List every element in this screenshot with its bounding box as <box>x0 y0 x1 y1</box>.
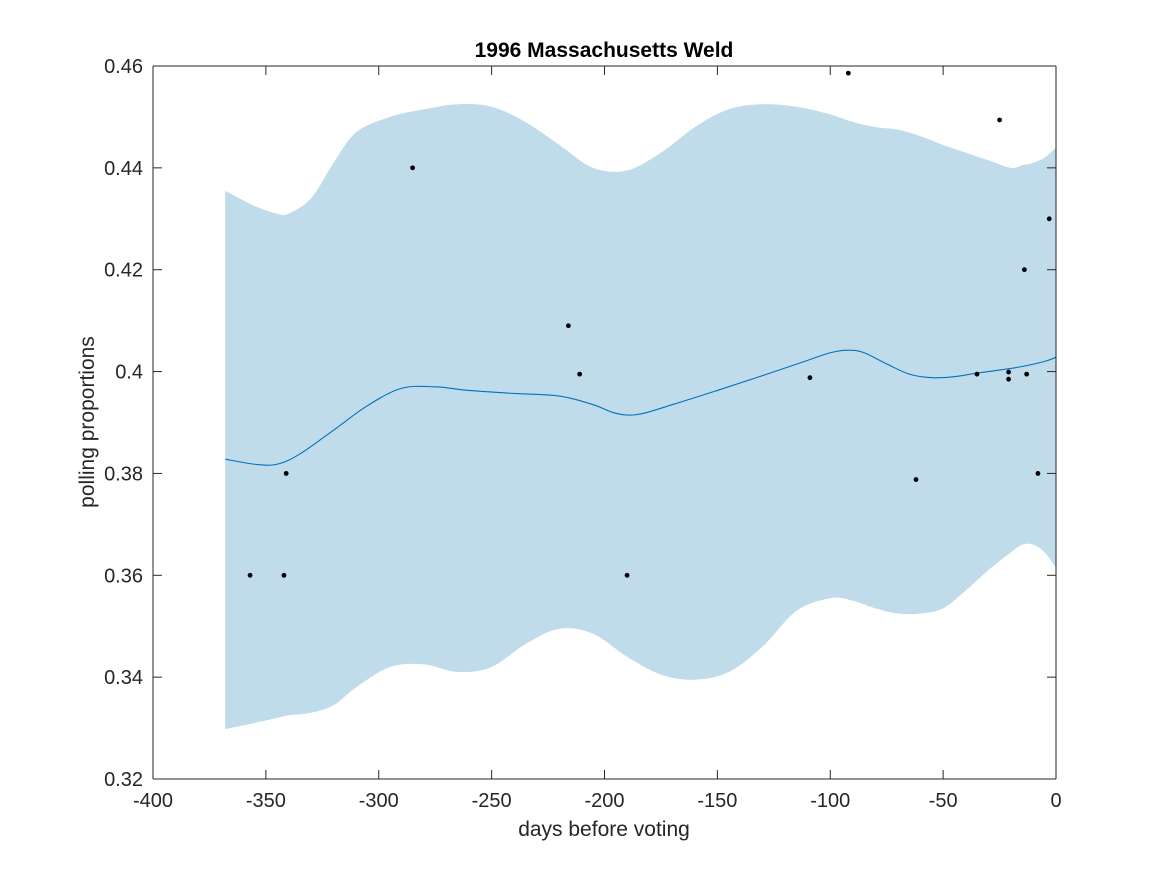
poll-point <box>975 372 980 377</box>
y-tick-label: 0.32 <box>104 769 143 791</box>
y-tick-label: 0.46 <box>104 56 143 78</box>
poll-point <box>914 477 919 482</box>
poll-point <box>248 573 253 578</box>
poll-point <box>284 471 289 476</box>
poll-point <box>1047 216 1052 221</box>
y-tick-label: 0.34 <box>104 667 143 689</box>
poll-point <box>1022 267 1027 272</box>
y-tick-label: 0.4 <box>115 362 143 384</box>
poll-point <box>1006 370 1011 375</box>
x-tick-label: -100 <box>810 790 850 812</box>
x-tick-label: -400 <box>133 790 173 812</box>
x-tick-label: -350 <box>246 790 286 812</box>
poll-point <box>1006 377 1011 382</box>
poll-point <box>282 573 287 578</box>
x-tick-label: -50 <box>929 790 958 812</box>
poll-point <box>1024 372 1029 377</box>
poll-point <box>577 372 582 377</box>
x-tick-label: -200 <box>584 790 624 812</box>
x-tick-label: 0 <box>1050 790 1061 812</box>
y-tick-label: 0.36 <box>104 565 143 587</box>
y-tick-label: 0.44 <box>104 158 143 180</box>
x-axis-label: days before voting <box>518 818 690 841</box>
poll-point <box>808 375 813 380</box>
poll-point <box>410 165 415 170</box>
chart-title: 1996 Massachusetts Weld <box>475 39 734 62</box>
poll-point <box>997 118 1002 123</box>
poll-point <box>846 71 851 76</box>
poll-point <box>1036 471 1041 476</box>
y-tick-label: 0.42 <box>104 260 143 282</box>
y-axis-label: polling proportions <box>76 336 99 508</box>
poll-point <box>566 323 571 328</box>
poll-point <box>625 573 630 578</box>
x-tick-label: -250 <box>472 790 512 812</box>
y-tick-label: 0.38 <box>104 463 143 485</box>
x-tick-label: -150 <box>697 790 737 812</box>
x-tick-label: -300 <box>359 790 399 812</box>
